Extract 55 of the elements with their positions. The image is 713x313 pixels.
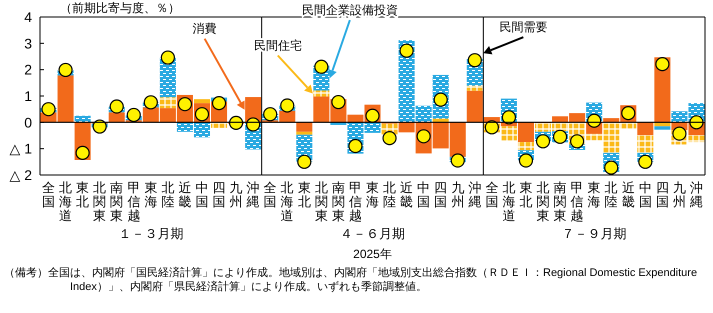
x-axis-title: １－３月期 [118, 226, 184, 241]
x-tick-label: 北海道 [280, 180, 294, 223]
text: 民間需要 [499, 20, 548, 34]
x-tick-label: 甲信越 [570, 180, 584, 223]
x-tick-label: 東海 [366, 180, 379, 209]
x-tick-label: 北陸 [604, 180, 618, 209]
y-tick-label: 1 [24, 88, 32, 104]
x-tick-label: 北陸 [383, 180, 396, 209]
x-tick-label: 北関東 [536, 180, 550, 223]
x-tick-label: 全国 [264, 180, 277, 209]
text: 2025年 [353, 247, 392, 261]
x-tick-label: 東海 [144, 180, 158, 209]
x-axis-title: ４－６月期 [340, 226, 405, 241]
y-tick-label: 4 [24, 9, 32, 25]
x-tick-label: 南関東 [110, 180, 124, 223]
x-tick-label: 南関東 [554, 180, 567, 223]
x-tick-label: 四国 [212, 180, 226, 209]
x-tick-label: 中国 [417, 180, 430, 209]
x-tick-label: 南関東 [332, 180, 345, 223]
x-tick-label: 甲信越 [348, 180, 362, 223]
x-tick-label: 甲信越 [127, 180, 140, 223]
y-tick-label: △ 1 [10, 140, 32, 157]
y-tick-label: 3 [24, 35, 32, 52]
x-tick-label: 九州 [230, 180, 243, 209]
text: （備考）全国は、内閣府「国民経済計算」により作成。地域別は、内閣府「地域別支出総合指数（ＲＤＥＩ：Regional Domestic Expenditure Index）」、内閣府「県民経済計算」により作成。いずれも季節調整値。 [4, 266, 698, 294]
x-tick-label: 東北 [76, 180, 90, 209]
x-tick-label: 北陸 [161, 180, 174, 209]
x-tick-label: 四国 [434, 180, 448, 209]
x-tick-label: 近畿 [400, 180, 414, 209]
x-tick-label: 北関東 [314, 180, 328, 223]
x-tick-label: 近畿 [178, 180, 192, 209]
y-tick-label: 0 [24, 114, 32, 130]
x-tick-label: 東海 [588, 180, 601, 209]
x-tick-label: 沖縄 [688, 180, 703, 209]
x-tick-label: 北関東 [93, 180, 106, 223]
x-tick-label: 全国 [485, 180, 498, 209]
x-tick-label: 四国 [656, 180, 669, 209]
x-tick-label: 中国 [195, 180, 208, 209]
x-tick-label: 東北 [519, 180, 532, 209]
x-tick-label: 北海道 [502, 180, 516, 223]
x-tick-label: 近畿 [622, 180, 635, 209]
series-label: 民間企業設備投資 [302, 3, 398, 18]
x-tick-label: 全国 [42, 180, 56, 209]
x-tick-label: 九州 [451, 180, 464, 209]
x-tick-label: 沖縄 [467, 180, 482, 209]
x-axis-title: ７－９月期 [562, 226, 627, 241]
x-tick-label: 沖縄 [246, 180, 260, 209]
x-tick-label: 北海道 [59, 180, 72, 223]
x-tick-label: 九州 [672, 180, 686, 209]
text: 消費 [192, 22, 217, 36]
y-axis-title: （前期比寄与度、％） [60, 1, 180, 15]
y-tick-label: △ 2 [10, 167, 32, 183]
x-tick-label: 中国 [638, 180, 652, 209]
y-tick-label: 2 [24, 62, 32, 78]
x-tick-label: 東北 [298, 180, 311, 209]
